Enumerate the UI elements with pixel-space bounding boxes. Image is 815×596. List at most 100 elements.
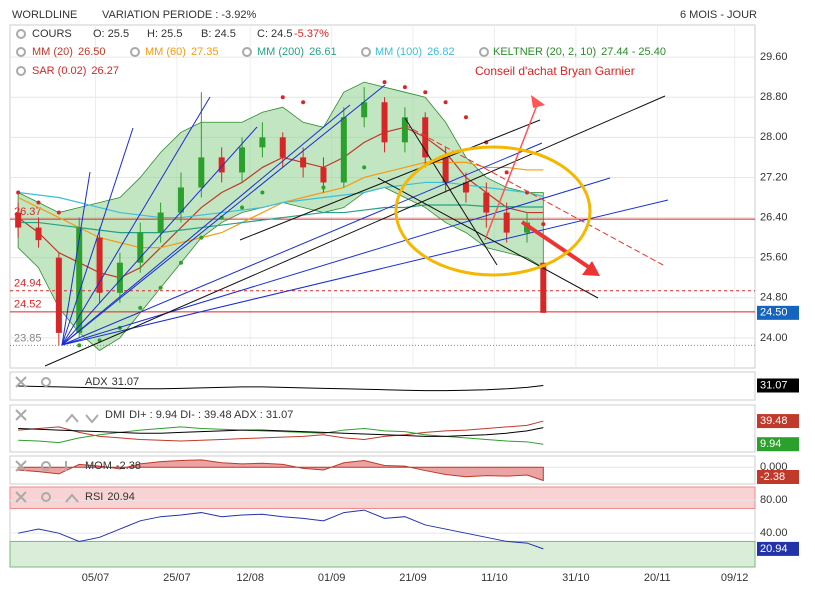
last-value-label: 31.07 (760, 379, 788, 391)
x-tick-label: 11/10 (481, 572, 508, 584)
candle-body (279, 137, 286, 158)
candle-body (96, 237, 103, 293)
legend-label: KELTNER (20, 2, 10) (493, 46, 596, 58)
annotation: Conseil d'achat Bryan Garnier (475, 64, 635, 78)
legend-label: COURS (32, 28, 72, 40)
marks: 05/07 25/07 12/08 01/09 21/09 11/10 31/10 20/11… (9, 25, 799, 584)
sar-dot (77, 343, 82, 348)
candle-body (55, 257, 62, 333)
panel-value: -2.38 (116, 460, 141, 472)
legend-value: 26.82 (427, 46, 455, 58)
legend-value: 27.44 - 25.40 (601, 46, 666, 58)
candle-body (239, 147, 246, 173)
candle-body (381, 102, 388, 143)
legend-value: 27.35 (191, 46, 219, 58)
y-tick-label: 40.00 (760, 527, 788, 539)
candle-body (442, 157, 449, 183)
panel-legend: MOM -2.38 (85, 460, 141, 472)
oversold-zone (9, 540, 756, 568)
legend-value: B: 24.5 (201, 28, 236, 40)
sar-dot (16, 190, 21, 195)
y-tick-label: 24.00 (760, 332, 788, 344)
sar-dot (36, 200, 41, 205)
indicator-line (18, 385, 544, 392)
sar-dot (199, 235, 204, 240)
y-tick-label: 24.80 (760, 292, 788, 304)
title: WORLDLINE (12, 9, 77, 21)
last-value-label: 24.50 (760, 307, 788, 319)
panel-title: ADX (85, 376, 108, 388)
legend-value: C: 24.5 (257, 28, 292, 40)
candle-body (483, 192, 490, 213)
momentum-area (17, 459, 544, 482)
panel-title: RSI (85, 491, 103, 503)
indicator-line (18, 427, 544, 437)
last-value-box (757, 378, 799, 393)
legend-value: 26.50 (78, 46, 106, 58)
sar-dot (443, 100, 448, 105)
legend-change: -5.37% (294, 28, 329, 40)
y-tick-label: 26.40 (760, 211, 788, 223)
candle-body (137, 232, 144, 263)
dmi-panel (9, 404, 756, 453)
legend-entry: SAR (0.02) 26.27 (32, 65, 119, 77)
panel-title: MOM (85, 460, 112, 472)
candle-body (116, 262, 123, 293)
candle-body (76, 227, 83, 333)
last-value-box (757, 541, 799, 556)
y-tick-label: 80.00 (760, 494, 788, 506)
sar-dot (219, 215, 224, 220)
level-label: 24.94 (14, 278, 42, 290)
candle-body (198, 157, 205, 188)
indicator-line (18, 426, 544, 445)
y-tick-label: 29.60 (760, 51, 788, 63)
sar-dot (402, 85, 407, 90)
indicator-line (18, 420, 544, 442)
panel-legend: RSI 20.94 (85, 491, 135, 503)
sar-dot (280, 95, 285, 100)
legend-entry: MM (60) 27.35 (145, 46, 218, 58)
candle-body (340, 117, 347, 183)
candle-body (15, 212, 22, 228)
legend-entry: KELTNER (20, 2, 10) 27.44 - 25.40 (493, 46, 666, 58)
legend-label: MM (100) (375, 46, 422, 58)
indicator-line (18, 509, 544, 550)
x-tick-label: 20/11 (644, 572, 671, 584)
x-tick-label: 12/08 (236, 572, 264, 584)
candle-body (401, 117, 408, 143)
candle-body (320, 167, 327, 183)
sar-dot (158, 285, 163, 290)
candle-body (218, 157, 225, 173)
drawings (15, 29, 669, 503)
x-tick-label: 25/07 (163, 572, 191, 584)
sar-dot (138, 305, 143, 310)
panel-legend: ADX 31.07 (85, 376, 139, 388)
x-tick-label: 21/09 (399, 572, 427, 584)
sar-dot (423, 90, 428, 95)
level-label: 23.85 (14, 332, 42, 344)
last-value-box (757, 305, 799, 320)
last-value-label: 9.94 (760, 438, 781, 450)
legend-value: 26.61 (309, 46, 337, 58)
legend-value: H: 25.5 (147, 28, 182, 40)
x-tick-label: 01/09 (318, 572, 346, 584)
legend-entry: MM (20) 26.50 (32, 46, 105, 58)
sar-dot (301, 100, 306, 105)
candle-body (422, 117, 429, 158)
legend-label: SAR (0.02) (32, 65, 86, 77)
sar-dot (240, 205, 245, 210)
sar-dot (341, 175, 346, 180)
sar-dot (362, 165, 367, 170)
legend-value: 26.27 (91, 65, 119, 77)
x-tick-label: 05/07 (82, 572, 110, 584)
sar-dot (504, 170, 509, 175)
candle-body (157, 212, 164, 233)
candle-body (462, 182, 469, 193)
sar-dot (382, 80, 387, 85)
legend-entry: MM (200) 26.61 (257, 46, 337, 58)
level-label: 24.52 (14, 299, 42, 311)
sar-dot (541, 222, 546, 227)
variation: VARIATION PERIODE : -3.92% (102, 9, 256, 21)
